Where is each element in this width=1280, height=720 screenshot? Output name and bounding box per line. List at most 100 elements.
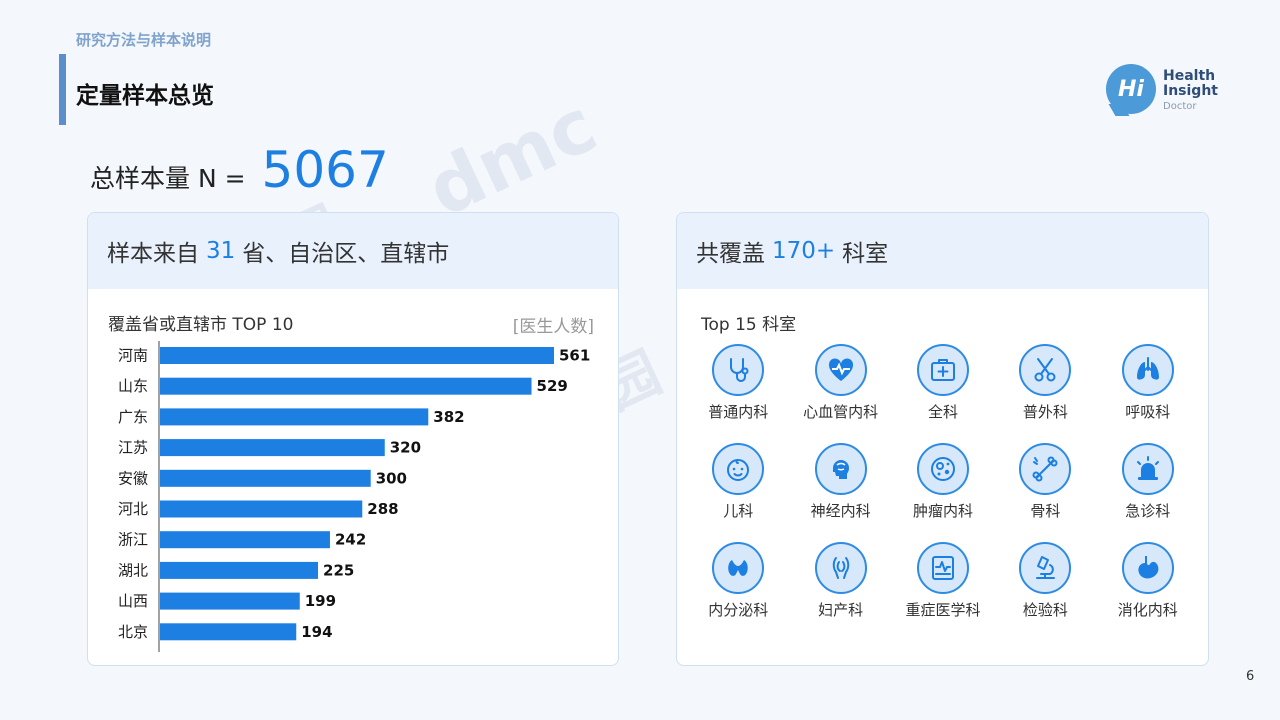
department-name: 消化内科: [1117, 601, 1178, 619]
department-name: 重症医学科: [905, 601, 981, 619]
department-subtitle: Top 15 科室: [701, 315, 797, 335]
department-name: 肿瘤内科: [912, 502, 973, 520]
bar: [160, 439, 385, 457]
logo-line-2: Insight: [1163, 83, 1218, 99]
ecg-monitor-icon: [916, 542, 969, 594]
logo-line-1: Health: [1163, 68, 1216, 84]
bar: [160, 347, 554, 364]
page-title: 定量样本总览: [76, 83, 214, 109]
department-item: 骨科: [994, 443, 1096, 542]
data-label: 225: [323, 561, 354, 579]
data-label: 194: [301, 623, 332, 641]
sample-total-value: 5067: [261, 141, 389, 199]
department-item: 消化内科: [1097, 542, 1199, 641]
department-item: 呼吸科: [1097, 344, 1199, 443]
department-card: 共覆盖 170+ 科室 Top 15 科室 普通内科 心血管内科 全科 普外科 呼吸科儿…: [676, 212, 1209, 666]
data-label: 199: [305, 592, 336, 610]
department-name: 普外科: [1022, 403, 1068, 421]
bar: [160, 377, 532, 395]
category-label: 河北: [118, 500, 148, 518]
page-number: 6: [1246, 669, 1255, 684]
data-label: 382: [433, 408, 464, 426]
brain-head-icon: [814, 443, 867, 495]
department-name: 检验科: [1022, 601, 1068, 619]
sample-total: 总样本量 N = 5067: [90, 141, 389, 199]
chart-title: 覆盖省或直辖市 TOP 10: [108, 315, 294, 335]
data-label: 288: [367, 500, 398, 518]
medical-kit-icon: [916, 344, 969, 396]
department-item: 急诊科: [1097, 443, 1199, 542]
category-label: 江苏: [118, 439, 148, 457]
bone-icon: [1019, 443, 1072, 495]
title-accent-bar: [59, 54, 66, 125]
category-label: 湖北: [118, 561, 148, 579]
province-card-title-suffix: 省、自治区、直辖市: [242, 241, 450, 267]
heart-pulse-icon: [814, 344, 867, 396]
department-item: 肿瘤内科: [892, 443, 994, 542]
category-label: 山西: [118, 592, 148, 610]
dmc-watermark: dmc: [414, 82, 609, 234]
category-label: 安徽: [118, 469, 148, 487]
department-name: 急诊科: [1125, 502, 1171, 520]
bar: [160, 469, 371, 487]
department-card-header: 共覆盖 170+ 科室: [677, 213, 1208, 289]
surgical-scissors-icon: [1019, 344, 1072, 396]
category-label: 浙江: [118, 531, 148, 549]
lungs-icon: [1121, 344, 1174, 396]
department-name: 心血管内科: [803, 403, 879, 421]
department-name: 全科: [927, 403, 958, 421]
province-card: 样本来自 31 省、自治区、直辖市 覆盖省或直辖市 TOP 10 [医生人数] …: [87, 212, 619, 666]
province-card-title-prefix: 样本来自: [107, 241, 199, 267]
data-label: 561: [559, 347, 590, 365]
bar: [160, 623, 297, 641]
department-name: 儿科: [723, 502, 754, 520]
department-name: 呼吸科: [1125, 403, 1171, 421]
category-label: 北京: [118, 623, 148, 641]
department-item: 心血管内科: [789, 344, 891, 443]
logo-line-3: Doctor: [1163, 101, 1197, 112]
department-name: 神经内科: [810, 502, 871, 520]
logo-text: Health Insight Doctor: [1163, 69, 1218, 114]
stomach-icon: [1121, 542, 1174, 594]
department-item: 儿科: [687, 443, 789, 542]
data-label: 242: [335, 531, 366, 549]
bar: [160, 561, 319, 579]
category-label: 广东: [118, 408, 148, 426]
department-item: 内分泌科: [687, 542, 789, 641]
bar: [160, 531, 330, 549]
bar: [160, 408, 429, 426]
category-label: 河南: [118, 347, 148, 365]
sample-total-label: 总样本量 N =: [90, 164, 246, 193]
department-name: 妇产科: [818, 601, 864, 619]
department-item: 普通内科: [687, 344, 789, 443]
department-item: 普外科: [994, 344, 1096, 443]
province-count: 31: [206, 238, 236, 264]
bar: [160, 592, 300, 610]
tumor-cell-icon: [916, 443, 969, 495]
department-item: 全科: [892, 344, 994, 443]
province-card-header: 样本来自 31 省、自治区、直辖市: [88, 213, 618, 289]
department-card-title-prefix: 共覆盖: [696, 241, 765, 267]
department-name: 内分泌科: [708, 601, 769, 619]
data-label: 320: [390, 439, 421, 457]
stethoscope-icon: [712, 344, 765, 396]
department-item: 妇产科: [789, 542, 891, 641]
category-label: 山东: [118, 377, 148, 395]
department-item: 神经内科: [789, 443, 891, 542]
department-name: 骨科: [1030, 502, 1061, 520]
health-insight-logo: Hi Health Insight Doctor: [1106, 64, 1226, 120]
uterus-icon: [814, 542, 867, 594]
department-item: 检验科: [994, 542, 1096, 641]
bar: [160, 500, 363, 518]
siren-icon: [1121, 443, 1174, 495]
department-card-title-suffix: 科室: [842, 241, 889, 267]
province-bar-chart: 河南 561 山东 529 广东 382 江苏 320 安徽 300 河北 288 浙江 242 湖北 225…: [118, 341, 590, 652]
section-label: 研究方法与样本说明: [76, 31, 212, 49]
department-count: 170+: [772, 238, 836, 264]
department-grid: 普通内科 心血管内科 全科 普外科 呼吸科儿科 神经内科 肿瘤内科 骨科 急诊科内分泌科 妇产科 重…: [687, 344, 1199, 641]
data-label: 529: [537, 377, 568, 395]
department-name: 普通内科: [708, 403, 769, 421]
microscope-icon: [1019, 542, 1072, 594]
baby-face-icon: [712, 443, 765, 495]
department-item: 重症医学科: [892, 542, 994, 641]
